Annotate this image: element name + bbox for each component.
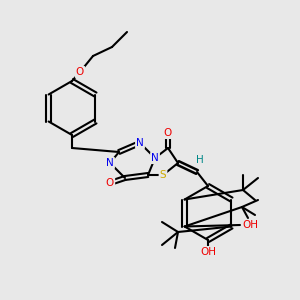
Text: O: O xyxy=(164,128,172,138)
Text: N: N xyxy=(136,138,144,148)
Text: N: N xyxy=(151,153,159,163)
Text: OH: OH xyxy=(242,220,258,230)
Text: H: H xyxy=(196,155,204,165)
Text: O: O xyxy=(106,178,114,188)
Text: S: S xyxy=(160,170,166,180)
Text: OH: OH xyxy=(200,247,216,257)
Text: O: O xyxy=(76,67,84,77)
Text: N: N xyxy=(106,158,114,168)
